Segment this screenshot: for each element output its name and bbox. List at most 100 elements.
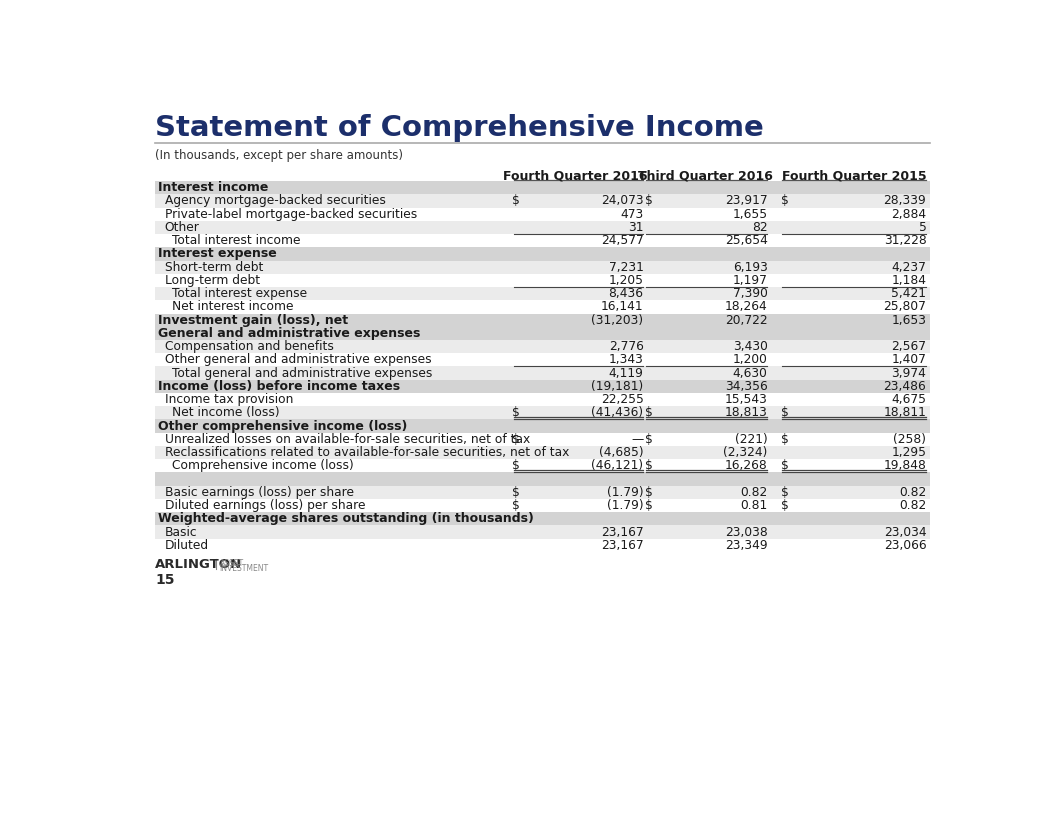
Text: 0.82: 0.82 bbox=[899, 499, 926, 512]
Text: Long-term debt: Long-term debt bbox=[165, 274, 260, 287]
Text: (2,324): (2,324) bbox=[723, 446, 768, 459]
Text: 23,066: 23,066 bbox=[884, 539, 926, 552]
Text: $: $ bbox=[781, 406, 789, 419]
Text: $: $ bbox=[781, 194, 789, 207]
Text: 1,184: 1,184 bbox=[891, 274, 926, 287]
Text: $: $ bbox=[781, 459, 789, 472]
Text: ASSET: ASSET bbox=[220, 559, 244, 568]
Text: 4,237: 4,237 bbox=[891, 260, 926, 273]
Text: (1.79): (1.79) bbox=[607, 499, 643, 512]
Text: 4,675: 4,675 bbox=[891, 393, 926, 406]
Text: Interest expense: Interest expense bbox=[158, 247, 277, 260]
Text: 1,295: 1,295 bbox=[891, 446, 926, 459]
Bar bbox=[155, 366, 930, 379]
Text: 18,811: 18,811 bbox=[884, 406, 926, 419]
Text: 2,567: 2,567 bbox=[891, 340, 926, 353]
Text: Third Quarter 2016: Third Quarter 2016 bbox=[638, 170, 773, 183]
Bar bbox=[155, 326, 930, 340]
Text: Comprehensive income (loss): Comprehensive income (loss) bbox=[172, 459, 354, 472]
Text: (In thousands, except per share amounts): (In thousands, except per share amounts) bbox=[155, 149, 403, 162]
Text: Reclassifications related to available-for-sale securities, net of tax: Reclassifications related to available-f… bbox=[165, 446, 569, 459]
Text: 1,407: 1,407 bbox=[891, 353, 926, 366]
Bar bbox=[155, 274, 930, 287]
Bar bbox=[155, 486, 930, 499]
Bar bbox=[155, 472, 930, 486]
Text: $: $ bbox=[512, 486, 520, 499]
Text: $: $ bbox=[781, 499, 789, 512]
Bar bbox=[155, 419, 930, 432]
Text: Other comprehensive income (loss): Other comprehensive income (loss) bbox=[158, 419, 408, 432]
Text: INVESTMENT: INVESTMENT bbox=[220, 564, 268, 573]
Text: 24,073: 24,073 bbox=[601, 194, 643, 207]
Bar bbox=[155, 459, 930, 472]
Text: 18,813: 18,813 bbox=[724, 406, 768, 419]
Text: (1.79): (1.79) bbox=[607, 486, 643, 499]
Text: (19,181): (19,181) bbox=[591, 380, 643, 392]
Text: (46,121): (46,121) bbox=[591, 459, 643, 472]
Text: (41,436): (41,436) bbox=[591, 406, 643, 419]
Text: General and administrative expenses: General and administrative expenses bbox=[158, 327, 420, 340]
Text: 2,776: 2,776 bbox=[608, 340, 643, 353]
Text: $: $ bbox=[512, 499, 520, 512]
Text: Basic earnings (loss) per share: Basic earnings (loss) per share bbox=[165, 486, 354, 499]
Text: 18,264: 18,264 bbox=[724, 300, 768, 313]
Bar bbox=[155, 313, 930, 326]
Text: Income tax provision: Income tax provision bbox=[165, 393, 293, 406]
Bar bbox=[155, 379, 930, 393]
Bar bbox=[155, 340, 930, 353]
Text: Agency mortgage-backed securities: Agency mortgage-backed securities bbox=[165, 194, 385, 207]
Text: $: $ bbox=[512, 406, 520, 419]
Text: $: $ bbox=[645, 459, 653, 472]
Text: —: — bbox=[631, 432, 643, 446]
Text: 15,543: 15,543 bbox=[724, 393, 768, 406]
Text: 5,421: 5,421 bbox=[891, 287, 926, 300]
Text: 1,655: 1,655 bbox=[733, 208, 768, 220]
Bar bbox=[155, 526, 930, 539]
Text: 1,205: 1,205 bbox=[608, 274, 643, 287]
Text: Private-label mortgage-backed securities: Private-label mortgage-backed securities bbox=[165, 208, 417, 220]
Text: $: $ bbox=[512, 432, 520, 446]
Text: $: $ bbox=[645, 499, 653, 512]
Text: 0.82: 0.82 bbox=[740, 486, 768, 499]
Bar bbox=[155, 194, 930, 207]
Text: Total general and administrative expenses: Total general and administrative expense… bbox=[172, 366, 433, 379]
Text: $: $ bbox=[645, 194, 653, 207]
Bar bbox=[155, 260, 930, 274]
Text: $: $ bbox=[512, 194, 520, 207]
Text: 23,038: 23,038 bbox=[724, 526, 768, 539]
Text: Net interest income: Net interest income bbox=[172, 300, 294, 313]
Bar bbox=[155, 499, 930, 512]
Text: 23,034: 23,034 bbox=[884, 526, 926, 539]
Text: $: $ bbox=[645, 432, 653, 446]
Text: 31: 31 bbox=[628, 221, 643, 234]
Text: 16,141: 16,141 bbox=[601, 300, 643, 313]
Text: 22,255: 22,255 bbox=[601, 393, 643, 406]
Bar bbox=[155, 247, 930, 260]
Text: ARLINGTON: ARLINGTON bbox=[155, 558, 243, 571]
Text: 23,349: 23,349 bbox=[724, 539, 768, 552]
Text: Unrealized losses on available-for-sale securities, net of tax: Unrealized losses on available-for-sale … bbox=[165, 432, 530, 446]
Text: 82: 82 bbox=[752, 221, 768, 234]
Text: 16,268: 16,268 bbox=[724, 459, 768, 472]
Text: Other general and administrative expenses: Other general and administrative expense… bbox=[165, 353, 431, 366]
Text: 0.82: 0.82 bbox=[899, 486, 926, 499]
Text: (258): (258) bbox=[893, 432, 926, 446]
Bar bbox=[155, 512, 930, 526]
Text: 1,653: 1,653 bbox=[891, 313, 926, 326]
Text: Interest income: Interest income bbox=[158, 181, 268, 194]
Text: $: $ bbox=[645, 486, 653, 499]
Bar bbox=[155, 353, 930, 366]
Text: Diluted: Diluted bbox=[165, 539, 209, 552]
Bar bbox=[155, 446, 930, 459]
Text: 23,167: 23,167 bbox=[601, 539, 643, 552]
Bar bbox=[155, 221, 930, 234]
Bar bbox=[155, 300, 930, 313]
Bar bbox=[155, 287, 930, 300]
Text: Total interest expense: Total interest expense bbox=[172, 287, 307, 300]
Text: Fourth Quarter 2015: Fourth Quarter 2015 bbox=[782, 170, 926, 183]
Text: 6,193: 6,193 bbox=[733, 260, 768, 273]
Text: Fourth Quarter 2016: Fourth Quarter 2016 bbox=[503, 170, 647, 183]
Text: $: $ bbox=[781, 486, 789, 499]
Bar bbox=[155, 234, 930, 247]
Text: 31,228: 31,228 bbox=[884, 234, 926, 247]
